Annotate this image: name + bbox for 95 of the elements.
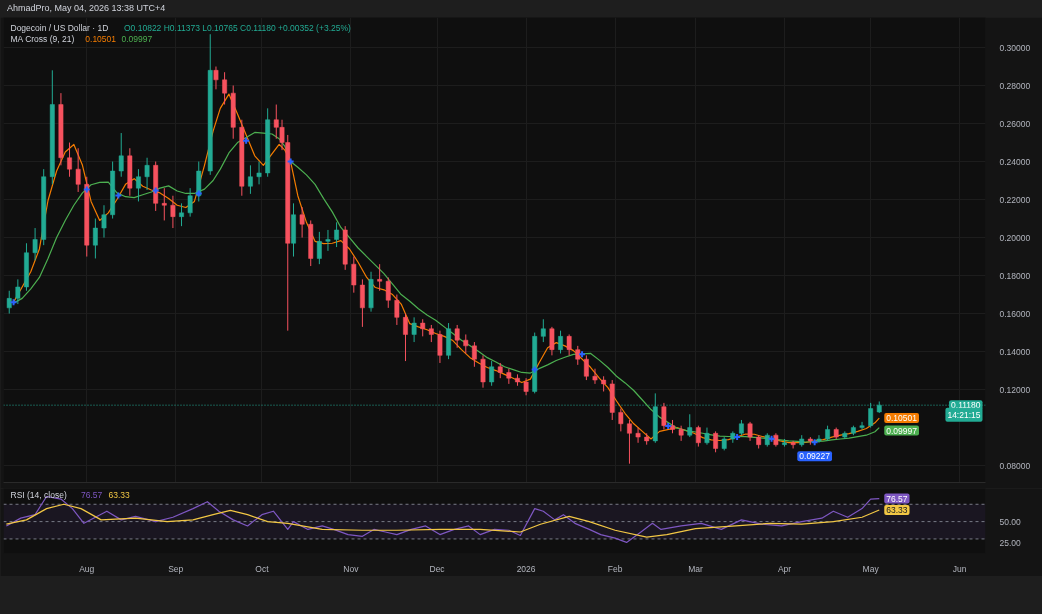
candlestick: [437, 330, 443, 364]
candlestick: [360, 278, 365, 328]
candlestick: [67, 142, 72, 178]
text: 0.09997: [121, 33, 153, 44]
candlestick: [334, 221, 339, 248]
candlestick: [248, 164, 253, 195]
candlestick: [144, 157, 150, 191]
y-tick-label: 0.14000: [999, 346, 1031, 357]
y-tick-label: 0.24000: [999, 156, 1031, 167]
x-tick-label: Sep: [168, 563, 184, 574]
candlestick: [713, 430, 718, 453]
x-tick-label: Oct: [255, 563, 270, 574]
candlestick: [549, 326, 555, 356]
y-tick-label: 0.30000: [999, 42, 1031, 53]
candlestick: [859, 421, 865, 430]
data-label: 0.09227: [799, 451, 831, 462]
candlestick: [575, 345, 581, 366]
candlestick: [480, 354, 486, 389]
x-tick-label: Nov: [343, 563, 360, 574]
candlestick: [618, 408, 624, 432]
legend-title: MA Cross (9, 21): [10, 33, 75, 44]
candlestick: [454, 324, 460, 349]
x-tick-label: Dec: [429, 563, 446, 574]
candlestick: [566, 333, 572, 356]
text: AhmadPro, May 04, 2026 13:38 UTC+4: [7, 2, 166, 15]
candlestick: [403, 313, 408, 362]
candlestick: [592, 368, 598, 385]
line-series: [5, 503, 880, 538]
ref-line-label: 0.11180 14:21:15: [947, 400, 981, 420]
candlestick: [6, 290, 12, 315]
candlestick: [635, 427, 641, 444]
x-tick-label: Apr: [777, 563, 792, 574]
y-tick-label: 0.28000: [999, 80, 1031, 91]
candlestick: [747, 421, 753, 442]
y-tick-label: 25.00: [999, 538, 1022, 549]
y-tick-label: 0.16000: [999, 308, 1031, 319]
candlestick: [118, 132, 124, 178]
candlestick: [790, 440, 796, 449]
x-tick-label: Jun: [952, 563, 967, 574]
candlestick: [506, 368, 512, 385]
text: 0.10501: [85, 33, 117, 44]
y-tick-label: 0.22000: [999, 194, 1031, 205]
candlestick: [678, 425, 684, 442]
candlestick: [170, 195, 176, 229]
candlestick: [136, 168, 141, 202]
candlestick: [377, 263, 383, 292]
candlestick: [472, 341, 477, 368]
candlestick: [695, 425, 701, 448]
y-tick-label: 0.18000: [999, 270, 1031, 281]
data-label: 0.10501: [886, 413, 918, 424]
data-label: 63.33: [886, 505, 908, 516]
candlestick: [187, 187, 193, 218]
candlestick: [15, 278, 21, 305]
y-tick-label: 50.00: [999, 516, 1022, 527]
candlestick: [816, 434, 822, 444]
y-tick-label: 0.26000: [999, 118, 1031, 129]
x-tick-label: 2026: [516, 563, 536, 574]
x-tick-label: Aug: [79, 563, 95, 574]
candlestick: [299, 206, 305, 239]
legend-title: RSI (14, close): [10, 489, 67, 500]
candlestick: [558, 330, 563, 354]
candlestick: [661, 402, 667, 430]
y-tick-label: 0.12000: [999, 384, 1031, 395]
candlestick: [463, 333, 469, 354]
candlestick: [213, 66, 219, 90]
candlestick: [222, 71, 227, 106]
series-label: 76.57: [81, 489, 103, 500]
y-tick-label: 0.08000: [999, 460, 1031, 471]
candlestick: [351, 256, 357, 294]
data-label: 0.09997: [886, 425, 918, 436]
candlestick: [411, 316, 417, 343]
x-tick-label: Feb: [607, 563, 623, 574]
candlestick: [540, 318, 546, 343]
text: 63.33: [108, 489, 131, 500]
candlestick: [316, 231, 322, 265]
candlestick: [92, 218, 98, 259]
candlestick: [687, 413, 693, 438]
data-label: 76.57: [886, 493, 908, 504]
candlestick: [385, 276, 391, 309]
candlestick: [583, 354, 589, 381]
candlestick: [627, 419, 632, 465]
candlestick: [394, 294, 400, 326]
text: O0.10822 H0.11373 L0.10765 C0.11180 +0.00352 (+3.25%): [124, 22, 352, 33]
candlestick: [32, 227, 38, 261]
x-tick-label: May: [862, 563, 880, 574]
candlestick: [75, 147, 81, 193]
candlestick: [101, 204, 107, 239]
candlestick: [325, 229, 331, 252]
text: Dogecoin / US Dollar · 1D: [10, 22, 109, 33]
candlestick: [161, 187, 167, 221]
candlestick: [256, 161, 262, 185]
candlestick: [179, 202, 184, 227]
candlestick: [489, 360, 495, 387]
y-tick-label: 0.20000: [999, 232, 1031, 243]
x-tick-label: Mar: [688, 563, 703, 574]
